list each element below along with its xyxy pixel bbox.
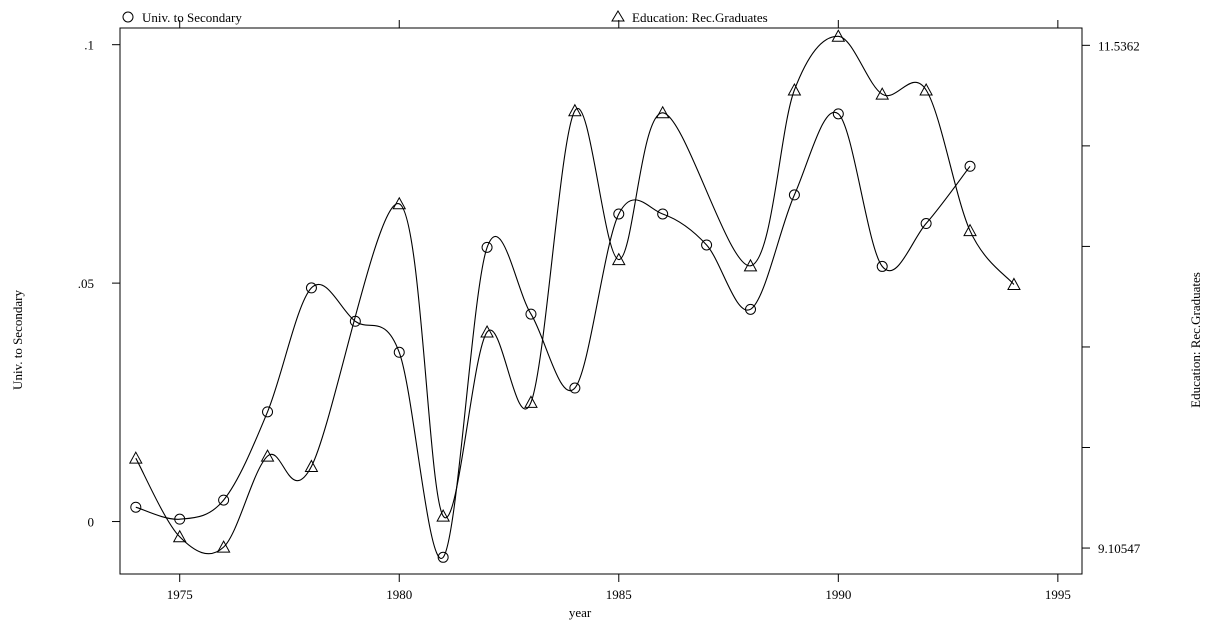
point-education-rec-graduates-1993 — [963, 223, 977, 237]
point-univ-to-secondary-1987 — [701, 239, 713, 251]
point-education-rec-graduates-1989 — [787, 83, 802, 96]
x-tick-label-1990: 1990 — [825, 587, 851, 602]
point-univ-to-secondary-1982 — [481, 241, 493, 253]
point-education-rec-graduates-1990 — [831, 29, 846, 42]
point-univ-to-secondary-1976 — [218, 494, 230, 506]
point-univ-to-secondary-1986 — [657, 208, 669, 220]
x-axis-label: year — [569, 605, 592, 620]
point-univ-to-secondary-1975 — [174, 513, 186, 525]
point-education-rec-graduates-1994 — [1007, 277, 1021, 290]
point-education-rec-graduates-1984 — [568, 103, 582, 117]
series-markers — [128, 29, 1021, 563]
x-tick-label-1975: 1975 — [167, 587, 193, 602]
series-line-univ-to-secondary — [135, 111, 971, 559]
point-education-rec-graduates-1982 — [480, 324, 494, 338]
y-axis-left-label: Univ. to Secondary — [10, 290, 25, 390]
point-education-rec-graduates-1980 — [392, 196, 407, 210]
point-univ-to-secondary-1990 — [832, 108, 844, 120]
point-univ-to-secondary-1981 — [437, 551, 449, 563]
point-univ-to-secondary-1974 — [130, 501, 142, 513]
point-univ-to-secondary-1980 — [393, 346, 405, 358]
series-lines — [135, 35, 1015, 559]
point-univ-to-secondary-1991 — [876, 260, 888, 272]
point-univ-to-secondary-1988 — [745, 303, 757, 315]
point-education-rec-graduates-1977 — [260, 449, 275, 462]
plot-frame — [119, 27, 1083, 575]
x-tick-label-1995: 1995 — [1045, 587, 1071, 602]
point-education-rec-graduates-1976 — [216, 540, 231, 553]
point-education-rec-graduates-1981 — [436, 509, 450, 522]
legend: Univ. to Secondary Education: Rec.Gradua… — [122, 10, 768, 25]
legend-label-education-rec-graduates: Education: Rec.Graduates — [632, 10, 768, 25]
point-education-rec-graduates-1974 — [128, 451, 143, 464]
point-univ-to-secondary-1979 — [349, 315, 361, 327]
point-education-rec-graduates-1983 — [524, 395, 538, 408]
point-univ-to-secondary-1992 — [920, 218, 932, 230]
y-left-tick-label-0: 0 — [88, 515, 95, 530]
y-right-tick-label-0: 9.10547 — [1098, 541, 1141, 556]
point-univ-to-secondary-1989 — [788, 189, 800, 201]
point-education-rec-graduates-1986 — [655, 105, 670, 119]
y-right-tick-label-1: 11.5362 — [1098, 38, 1140, 53]
point-univ-to-secondary-1993 — [964, 160, 976, 172]
y-left-tick-label-2: .1 — [84, 38, 94, 53]
point-education-rec-graduates-1985 — [611, 252, 626, 266]
x-tick-label-1985: 1985 — [606, 587, 632, 602]
legend-triangle-marker — [611, 10, 625, 22]
x-tick-label-1980: 1980 — [386, 587, 412, 602]
point-univ-to-secondary-1977 — [262, 406, 274, 418]
point-univ-to-secondary-1978 — [305, 282, 317, 294]
point-education-rec-graduates-1992 — [919, 83, 933, 96]
legend-circle-marker — [122, 11, 134, 23]
point-univ-to-secondary-1984 — [569, 382, 581, 394]
point-education-rec-graduates-1991 — [875, 87, 890, 100]
point-education-rec-graduates-1975 — [172, 529, 187, 543]
series-line-education-rec-graduates — [135, 35, 1015, 555]
point-education-rec-graduates-1988 — [743, 258, 758, 272]
legend-label-univ-to-secondary: Univ. to Secondary — [142, 10, 242, 25]
point-univ-to-secondary-1985 — [613, 208, 625, 220]
y-axis-right-label: Education: Rec.Graduates — [1188, 272, 1203, 408]
point-education-rec-graduates-1978 — [304, 459, 319, 472]
y-left-tick-label-1: .05 — [78, 276, 94, 291]
axes: 1975 1980 1985 1990 1995 0 .05 .1 9.10547 11.5362 — [78, 20, 1141, 602]
point-univ-to-secondary-1983 — [525, 308, 537, 320]
